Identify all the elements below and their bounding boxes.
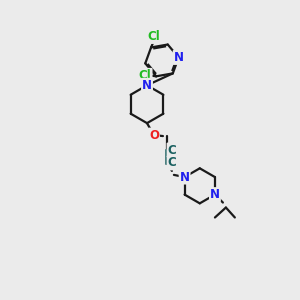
Text: C: C [167, 156, 176, 170]
Text: Cl: Cl [148, 30, 160, 43]
Text: N: N [210, 188, 220, 201]
Text: C: C [167, 143, 176, 157]
Text: O: O [149, 129, 159, 142]
Text: Cl: Cl [139, 69, 152, 82]
Text: N: N [174, 51, 184, 64]
Text: N: N [180, 171, 190, 184]
Text: N: N [142, 79, 152, 92]
